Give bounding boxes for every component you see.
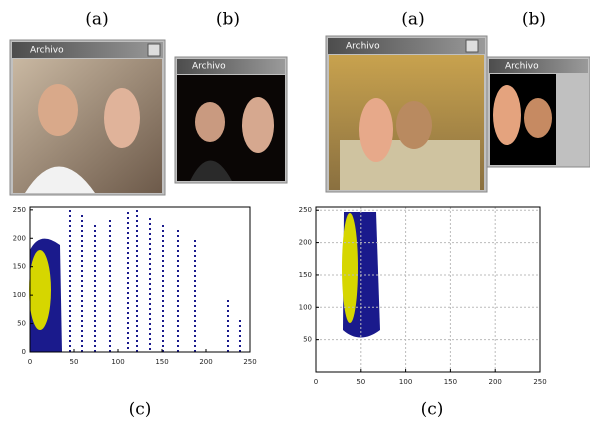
x-tick-label: 250: [533, 378, 546, 386]
window: Archivo: [487, 57, 590, 167]
window: Archivo: [175, 57, 287, 183]
x-tick-label: 200: [489, 378, 502, 386]
window-title: Archivo: [346, 42, 380, 52]
y-tick-label: 100: [13, 291, 26, 299]
close-button[interactable]: [466, 40, 478, 52]
window-title: Archivo: [30, 46, 64, 56]
y-tick-label: 50: [17, 320, 26, 328]
x-tick-label: 0: [28, 358, 32, 366]
x-tick-label: 100: [111, 358, 124, 366]
x-tick-label: 200: [199, 358, 212, 366]
window: Archivo: [10, 40, 165, 195]
panel-label: (c): [129, 400, 152, 420]
x-tick-label: 250: [243, 358, 256, 366]
y-tick-label: 200: [299, 239, 312, 247]
y-tick-label: 100: [299, 303, 312, 311]
x-tick-label: 150: [155, 358, 168, 366]
y-tick-label: 150: [299, 271, 312, 279]
window-title: Archivo: [192, 62, 226, 72]
y-tick-label: 250: [13, 206, 26, 214]
figure: Archivo Archivo Archivo Archivo: [0, 0, 590, 426]
y-tick-label: 200: [13, 234, 26, 242]
plot-frame: [30, 207, 250, 352]
close-button[interactable]: [148, 44, 160, 56]
y-tick-label: 250: [299, 206, 312, 214]
x-tick-label: 50: [70, 358, 79, 366]
y-tick-label: 50: [303, 336, 312, 344]
point-cloud: [29, 210, 380, 352]
x-tick-label: 50: [356, 378, 365, 386]
x-tick-label: 150: [444, 378, 457, 386]
x-tick-label: 0: [314, 378, 318, 386]
window-title: Archivo: [505, 62, 539, 72]
panel-label: (b): [522, 10, 546, 30]
x-tick-label: 100: [399, 378, 412, 386]
window: Archivo: [326, 36, 487, 192]
panel-label: (c): [421, 400, 444, 420]
panel-label: (a): [401, 10, 424, 30]
y-tick-label: 0: [22, 348, 26, 356]
panel-label: (a): [85, 10, 108, 30]
panel-label: (b): [216, 10, 240, 30]
y-tick-label: 150: [13, 263, 26, 271]
